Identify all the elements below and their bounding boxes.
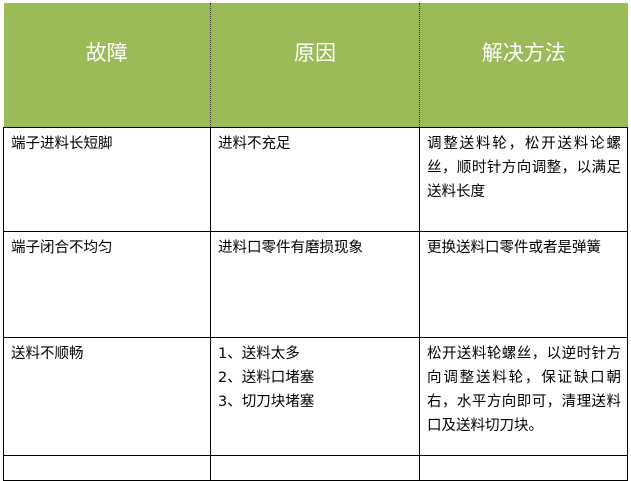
cause-cell: 进料不充足	[210, 127, 420, 232]
header-fault: 故障	[3, 3, 211, 128]
cause-item: 2、送料口堵塞	[218, 370, 315, 386]
solution-cell: 更换送料口零件或者是弹簧	[419, 231, 628, 338]
table-row: 端子闭合不均匀 进料口零件有磨损现象 更换送料口零件或者是弹簧	[3, 231, 628, 338]
fault-cell: 送料不顺畅	[3, 337, 211, 456]
solution-cell: 调整送料轮，松开送料论螺丝，顺时针方向调整，以满足送料长度	[419, 127, 628, 232]
table-row: 送料不顺畅 1、送料太多 2、送料口堵塞 3、切刀块堵塞 松开送料轮螺丝，以逆时…	[3, 337, 628, 456]
table-row: 端子进料长短脚 进料不充足 调整送料轮，松开送料论螺丝，顺时针方向调整，以满足送…	[3, 127, 628, 232]
table-row-partial	[3, 455, 628, 481]
cause-item: 1、送料太多	[218, 346, 300, 362]
fault-cell	[3, 455, 211, 481]
fault-table: 故障 原因 解决方法 端子进料长短脚 进料不充足 调整送料轮，松开送料论螺丝，顺…	[3, 3, 628, 481]
solution-cell: 松开送料轮螺丝，以逆时针方向调整送料轮，保证缺口朝右，水平方向即可，清理送料口及…	[419, 337, 628, 456]
cause-cell: 进料口零件有磨损现象	[210, 231, 420, 338]
header-row: 故障 原因 解决方法	[3, 3, 628, 128]
solution-cell	[419, 455, 628, 481]
cause-cell	[210, 455, 420, 481]
header-solution: 解决方法	[419, 3, 628, 128]
fault-cell: 端子闭合不均匀	[3, 231, 211, 338]
header-cause: 原因	[210, 3, 420, 128]
cause-cell: 1、送料太多 2、送料口堵塞 3、切刀块堵塞	[210, 337, 420, 456]
fault-cell: 端子进料长短脚	[3, 127, 211, 232]
cause-item: 3、切刀块堵塞	[218, 394, 315, 410]
